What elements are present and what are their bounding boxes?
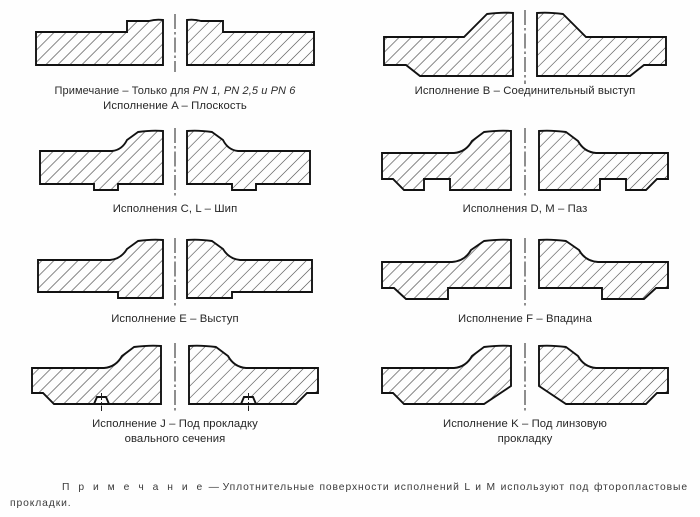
caption-k: Исполнение K – Под линзовую прокладку [350,417,700,447]
variant-cell-a: Примечание – Только для PN 1, PN 2,5 и P… [0,8,350,113]
flange-body-right [186,238,313,299]
caption-f: Исполнение F – Впадина [350,312,700,327]
variant-cell-b: Исполнение B – Соединительный выступ [350,8,700,99]
flange-body-left [35,18,164,66]
caption-a-note: Примечание – Только для PN 1, PN 2,5 и P… [54,85,296,97]
flange-body-right [186,129,311,191]
flange-body-right [538,238,669,300]
footnote-label: П р и м е ч а н и е [62,482,205,493]
variant-cell-cl: Исполнения C, L – Шип [0,126,350,217]
caption-dm: Исполнения D, M – Паз [350,202,700,217]
variant-cell-k: Исполнение K – Под линзовую прокладку [350,341,700,447]
caption-j-line-1: Исполнение J – Под прокладку [92,418,258,430]
flange-body-right [538,344,669,405]
caption-b: Исполнение B – Соединительный выступ [350,84,700,99]
flange-drawing-k [350,341,700,413]
caption-a-line-1: Исполнение A – Плоскость [103,99,247,112]
caption-dm-line-1: Исполнения D, M – Паз [462,203,588,215]
caption-k-line-1: Исполнение K – Под линзовую [442,418,608,430]
footnote-dash: — [204,482,223,493]
caption-cl-line-1: Исполнения C, L – Шип [112,203,238,215]
flange-body-right [186,18,315,66]
flange-body-left [31,344,162,405]
caption-cl: Исполнения C, L – Шип [0,202,350,217]
flange-drawing-j [0,341,350,413]
flange-drawing-dm [350,126,700,198]
flange-body-right [538,129,669,191]
caption-e: Исполнение E – Выступ [0,312,350,327]
variant-cell-dm: Исполнения D, M – Паз [350,126,700,217]
flange-body-left [37,238,164,299]
flange-body-right [188,344,319,405]
caption-e-line-1: Исполнение E – Выступ [111,313,239,325]
variant-cell-f: Исполнение F – Впадина [350,236,700,327]
flange-body-left [383,11,514,77]
caption-k-line-2: прокладку [497,432,553,445]
variant-cell-e: Исполнение E – Выступ [0,236,350,327]
caption-a: Примечание – Только для PN 1, PN 2,5 и P… [0,84,350,113]
flange-body-left [381,129,512,191]
variant-grid: Примечание – Только для PN 1, PN 2,5 и P… [0,8,700,447]
caption-j-line-2: овального сечения [124,432,226,445]
flange-drawing-f [350,236,700,308]
caption-b-line-1: Исполнение B – Соединительный выступ [414,85,636,97]
flange-body-left [381,238,512,300]
flange-drawing-e [0,236,350,308]
flange-body-left [381,344,512,405]
caption-f-line-1: Исполнение F – Впадина [457,313,593,325]
footnote-text: Уплотнительные поверхности исполнений L … [10,482,688,509]
flange-drawing-cl [0,126,350,198]
flange-drawing-a [0,8,350,80]
flange-body-right [536,11,667,77]
flange-body-left [39,129,164,191]
flange-drawing-b [350,8,700,84]
variant-cell-j: Исполнение J – Под прокладку овального с… [0,341,350,447]
sheet-footnote: П р и м е ч а н и е — Уплотнительные пов… [0,480,700,512]
caption-j: Исполнение J – Под прокладку овального с… [0,417,350,447]
